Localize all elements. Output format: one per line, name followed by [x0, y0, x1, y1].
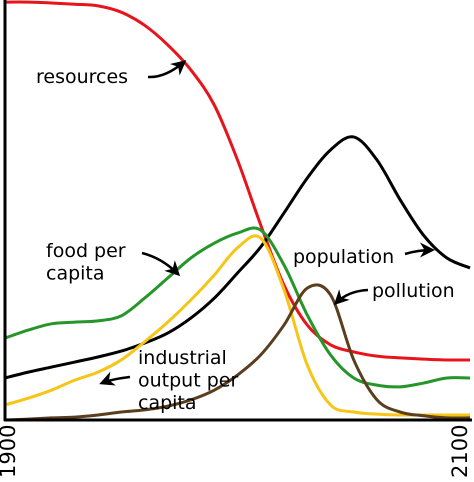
x-tick-label: 1900 [0, 425, 20, 478]
annotation: population [293, 246, 394, 268]
arrows [99, 60, 435, 386]
arrow [333, 288, 369, 306]
annotation: capita [138, 392, 197, 414]
annotation: capita [46, 263, 105, 285]
annotation: industrial [138, 347, 227, 369]
data-line [4, 135, 471, 380]
arrow [404, 242, 435, 258]
data-line [4, 234, 470, 417]
arrow [147, 60, 187, 79]
annotation: resources [36, 66, 128, 88]
lines [4, 0, 471, 422]
x-tick-label: 2100 [448, 425, 472, 478]
data-line [4, 226, 471, 389]
arrow [141, 251, 181, 277]
annotation: food per [46, 240, 126, 262]
annotation: pollution [372, 280, 455, 302]
annotation: output per [138, 370, 238, 392]
arrow [99, 371, 131, 386]
data-line [4, 0, 471, 362]
data-line [4, 283, 471, 422]
